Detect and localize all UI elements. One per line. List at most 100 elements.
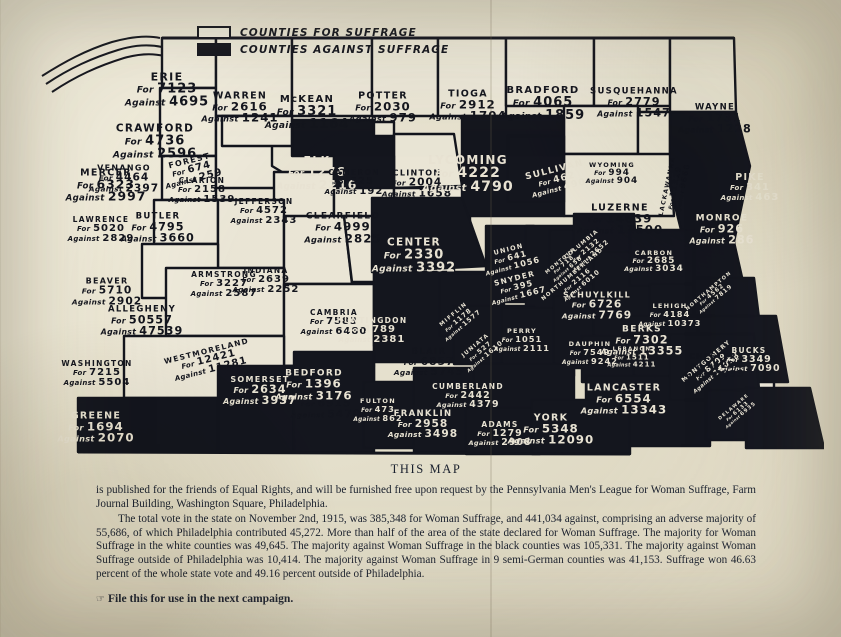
for-label: For: [348, 325, 362, 334]
for-label: For: [596, 393, 612, 404]
county-for-line: For 4065: [501, 96, 585, 109]
for-label: For: [594, 169, 606, 177]
county-against-line: Against 1704: [429, 108, 507, 123]
county-for-value: 2634: [251, 382, 287, 396]
county-for-line: For 3227: [191, 278, 258, 289]
county-against-value: 3034: [655, 264, 684, 275]
county-name: PERRY: [506, 327, 538, 336]
county-for-line: For 4736: [113, 134, 197, 147]
county-for-line: For 5710: [72, 285, 142, 296]
for-label: For: [649, 312, 661, 319]
county-against-value: 1704: [469, 108, 507, 123]
county-against-value: 2381: [373, 333, 406, 345]
county-against-line: Against 4695: [125, 96, 209, 109]
county-for-line: For 473: [353, 404, 402, 415]
county-against-line: Against 2111: [494, 344, 550, 354]
county-against-value: 2997: [107, 188, 147, 204]
county-name: YORK: [533, 412, 569, 424]
county-for-line: For 994: [586, 168, 638, 177]
county-against-line: Against 4790: [422, 180, 513, 194]
county-name: WAYNE: [694, 102, 736, 113]
against-label: Against: [230, 216, 263, 225]
county-name: CENTER: [387, 236, 441, 249]
for-label: For: [300, 399, 315, 409]
county-name: ARMSTRONG: [191, 270, 257, 280]
county-against-line: Against 1547: [590, 107, 678, 118]
for-label: For: [212, 101, 228, 112]
county-for-line: For 1276: [277, 165, 358, 179]
state-outline: [77, 36, 734, 456]
for-label: For: [587, 213, 604, 224]
county-against-value: 1859: [545, 108, 586, 123]
county-label-berks: BERKS For 7302 Against 13355: [601, 324, 684, 357]
county-label-carbon: CARBON For 2685 Against 3034: [624, 250, 684, 274]
for-label: For: [688, 114, 704, 124]
county-name: ERIE: [150, 70, 184, 84]
county-name: FRANKLIN: [393, 409, 453, 420]
county-name: BUTLER: [135, 211, 181, 222]
county-name: CLINTON: [392, 168, 442, 178]
county-label-franklin: FRANKLIN For 2958 Against 3498: [388, 410, 458, 440]
county-name: CARBON: [634, 248, 674, 257]
for-label: For: [523, 423, 539, 434]
county-against-value: 5745: [430, 365, 465, 379]
county-against-value: 3937: [261, 394, 297, 407]
county-for-value: 4222: [457, 164, 501, 181]
county-for-value: 2030: [373, 98, 411, 113]
county-against-line: Against 862: [353, 414, 402, 424]
county-against-value: 1164: [309, 117, 350, 132]
county-against-value: 2825: [344, 231, 382, 246]
county-name: CUMBERLAND: [432, 381, 504, 391]
against-label: Against: [100, 327, 137, 337]
county-against-line: Against 3034: [624, 265, 684, 274]
county-against-line: Against 5504: [61, 377, 132, 388]
county-for-line: For 2158: [169, 184, 236, 195]
county-against-line: Against 2381: [337, 333, 408, 345]
county-against-line: Against 4379: [432, 400, 504, 409]
county-for-value: 325: [350, 175, 374, 187]
county-name: BEAVER: [85, 276, 129, 286]
county-for-line: For 4464: [89, 172, 159, 183]
county-label-clinton: CLINTON For 2004 Against 1658: [382, 169, 452, 198]
county-against-line: Against 10373: [639, 319, 702, 329]
county-for-line: For 2030: [349, 98, 417, 113]
county-against-value: 2397: [125, 181, 160, 194]
county-name: VENANGO: [97, 163, 151, 173]
county-against-value: 2111: [523, 343, 550, 354]
county-label-washington: WASHINGTON For 7215 Against 5504: [61, 360, 132, 388]
county-for-value: 2958: [414, 416, 449, 430]
county-against-line: Against 2829: [68, 233, 135, 244]
county-label-huntingdon: HUNTINGDON For 1789 Against 2381: [337, 317, 408, 345]
county-for-line: For 50557: [101, 314, 184, 325]
county-name: TIOGA: [448, 88, 488, 100]
county-label-indiana: INDIANA For 2639 Against 2252: [233, 267, 300, 295]
county-for-line: For 7549: [562, 347, 618, 358]
county-against-value: 47539: [139, 324, 184, 338]
county-against-line: Against 7769: [562, 309, 632, 321]
county-against-value: 12090: [548, 432, 595, 447]
for-label: For: [615, 336, 631, 346]
county-for-value: 4184: [663, 308, 691, 319]
county-against-line: Against 47539: [101, 325, 184, 336]
for-label: For: [200, 279, 214, 288]
county-against-value: 862: [382, 413, 403, 424]
county-for-line: For 2634: [223, 384, 297, 395]
county-label-fayette: FAYETTE For 6915 Against 5470: [291, 390, 361, 419]
county-for-line: For 2958: [388, 416, 458, 430]
county-label-lebanon: LEBANON For 1511 Against 4211: [608, 347, 657, 368]
against-label: Against: [57, 433, 95, 444]
county-for-value: 5710: [98, 283, 133, 297]
county-for-line: For 4795: [121, 221, 195, 232]
county-label-cumberland: CUMBERLAND For 2442 Against 4379: [432, 383, 504, 409]
county-label-center: CENTER For 2330 Against 3392: [372, 238, 456, 275]
legend-row-against: COUNTIES AGAINST SUFFRAGE: [197, 41, 487, 58]
against-label: Against: [264, 121, 306, 131]
county-for-value: 2639: [258, 273, 290, 285]
county-against-value: 2596: [157, 146, 198, 162]
county-name: MERCER: [80, 167, 132, 179]
county-name: BERKS: [622, 324, 662, 335]
for-label: For: [276, 107, 294, 118]
county-for-line: For 14639: [577, 212, 663, 225]
county-label-somerset: SOMERSET For 2634 Against 3937: [223, 375, 297, 407]
county-label-potter: POTTER For 2030 Against 979: [349, 91, 417, 124]
